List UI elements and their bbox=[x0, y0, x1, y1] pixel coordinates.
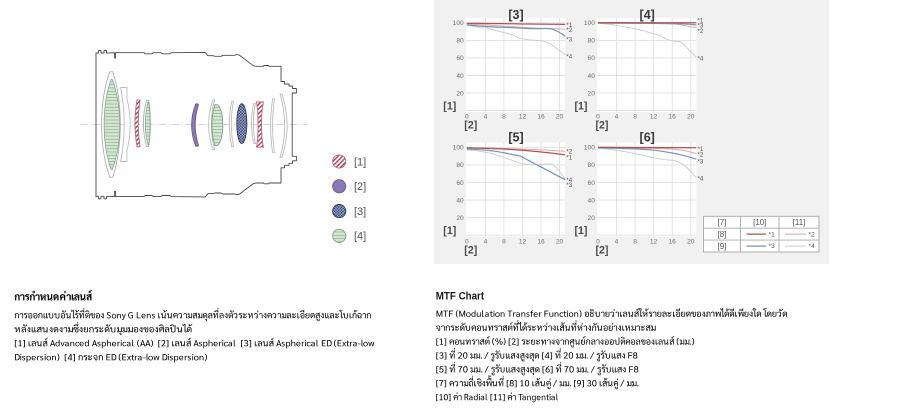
svg-text:100: 100 bbox=[584, 20, 595, 27]
svg-text:20: 20 bbox=[687, 238, 695, 245]
svg-text:16: 16 bbox=[537, 114, 545, 121]
svg-text:20: 20 bbox=[456, 215, 464, 222]
svg-text:0: 0 bbox=[596, 114, 600, 121]
svg-text:[10]: [10] bbox=[753, 218, 766, 227]
svg-text:[8]: [8] bbox=[718, 230, 727, 239]
svg-text:16: 16 bbox=[537, 238, 545, 245]
svg-text:4: 4 bbox=[484, 238, 488, 245]
svg-text:*4: *4 bbox=[698, 176, 704, 183]
svg-text:*1: *1 bbox=[698, 18, 704, 25]
svg-text:[4]: [4] bbox=[354, 231, 366, 243]
svg-text:[6]: [6] bbox=[640, 131, 655, 145]
svg-text:*4: *4 bbox=[809, 243, 816, 250]
svg-text:4: 4 bbox=[615, 114, 619, 121]
svg-text:4: 4 bbox=[615, 238, 619, 245]
svg-text:80: 80 bbox=[588, 38, 596, 45]
svg-text:*2: *2 bbox=[566, 149, 572, 156]
svg-text:12: 12 bbox=[519, 238, 527, 245]
svg-text:0: 0 bbox=[465, 114, 469, 121]
svg-text:*1: *1 bbox=[566, 155, 572, 162]
svg-text:*4: *4 bbox=[698, 56, 704, 63]
svg-text:*3: *3 bbox=[566, 36, 572, 43]
svg-text:100: 100 bbox=[584, 145, 595, 152]
svg-text:8: 8 bbox=[502, 114, 506, 121]
svg-text:[2]: [2] bbox=[464, 244, 477, 256]
svg-text:[1]: [1] bbox=[443, 225, 456, 237]
svg-text:[3]: [3] bbox=[354, 206, 366, 218]
svg-text:12: 12 bbox=[519, 114, 527, 121]
svg-text:*1: *1 bbox=[698, 146, 704, 153]
svg-text:[2]: [2] bbox=[596, 244, 609, 256]
svg-text:20: 20 bbox=[588, 215, 596, 222]
svg-text:[1]: [1] bbox=[575, 225, 588, 237]
svg-text:*2: *2 bbox=[809, 231, 816, 238]
svg-text:60: 60 bbox=[456, 180, 464, 187]
svg-text:80: 80 bbox=[456, 162, 464, 169]
svg-text:[5]: [5] bbox=[508, 131, 523, 145]
svg-text:20: 20 bbox=[588, 90, 596, 97]
svg-text:60: 60 bbox=[456, 55, 464, 62]
svg-text:*3: *3 bbox=[698, 23, 704, 30]
svg-text:[9]: [9] bbox=[718, 242, 727, 251]
svg-text:100: 100 bbox=[453, 145, 464, 152]
svg-text:*3: *3 bbox=[698, 158, 704, 165]
svg-text:60: 60 bbox=[588, 55, 596, 62]
svg-text:*3: *3 bbox=[566, 182, 572, 189]
svg-text:8: 8 bbox=[633, 238, 637, 245]
svg-text:12: 12 bbox=[650, 238, 658, 245]
svg-text:[11]: [11] bbox=[793, 218, 806, 227]
svg-text:[3]: [3] bbox=[508, 8, 523, 22]
svg-text:100: 100 bbox=[453, 20, 464, 27]
svg-text:0: 0 bbox=[596, 238, 600, 245]
svg-text:*4: *4 bbox=[566, 177, 572, 184]
svg-text:[2]: [2] bbox=[596, 119, 609, 131]
svg-text:[7]: [7] bbox=[718, 218, 727, 227]
svg-text:8: 8 bbox=[633, 114, 637, 121]
svg-text:20: 20 bbox=[556, 114, 564, 121]
svg-text:*3: *3 bbox=[769, 243, 776, 250]
svg-text:12: 12 bbox=[650, 114, 658, 121]
svg-text:20: 20 bbox=[687, 114, 695, 121]
svg-text:MTF Chart: MTF Chart bbox=[436, 290, 485, 302]
svg-text:16: 16 bbox=[669, 238, 677, 245]
svg-text:*2: *2 bbox=[698, 151, 704, 158]
svg-text:40: 40 bbox=[456, 197, 464, 204]
svg-text:20: 20 bbox=[556, 238, 564, 245]
svg-text:[2]: [2] bbox=[464, 119, 477, 131]
svg-text:80: 80 bbox=[456, 38, 464, 45]
svg-text:*2: *2 bbox=[698, 28, 704, 35]
svg-text:40: 40 bbox=[588, 73, 596, 80]
svg-text:40: 40 bbox=[588, 197, 596, 204]
svg-text:40: 40 bbox=[456, 73, 464, 80]
svg-text:0: 0 bbox=[465, 238, 469, 245]
svg-text:[1]: [1] bbox=[443, 100, 456, 112]
svg-text:80: 80 bbox=[588, 162, 596, 169]
svg-text:*2: *2 bbox=[566, 27, 572, 34]
svg-text:[1]: [1] bbox=[575, 100, 588, 112]
svg-text:*1: *1 bbox=[769, 231, 776, 238]
svg-text:20: 20 bbox=[456, 90, 464, 97]
svg-text:[1]: [1] bbox=[354, 156, 366, 168]
svg-text:[2]: [2] bbox=[354, 181, 366, 193]
svg-text:16: 16 bbox=[669, 114, 677, 121]
svg-text:60: 60 bbox=[588, 180, 596, 187]
svg-text:4: 4 bbox=[484, 114, 488, 121]
svg-text:*1: *1 bbox=[566, 22, 572, 29]
svg-text:8: 8 bbox=[502, 238, 506, 245]
svg-text:[4]: [4] bbox=[640, 8, 655, 22]
svg-text:*4: *4 bbox=[566, 54, 572, 61]
